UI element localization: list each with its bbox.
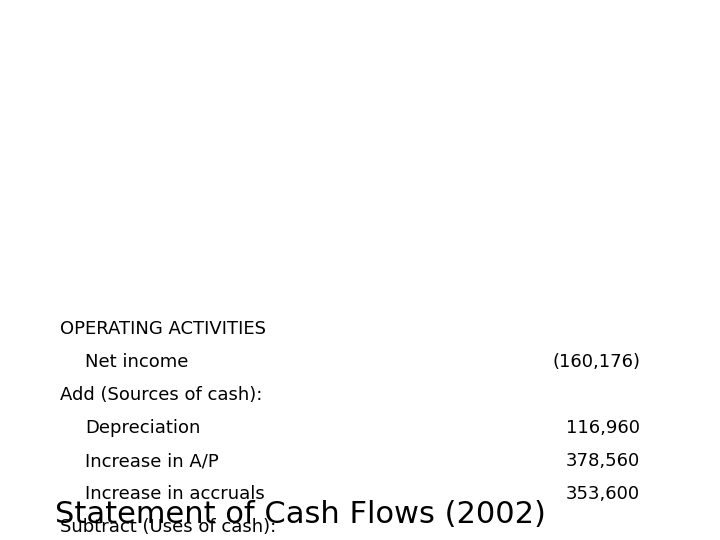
Text: Statement of Cash Flows (2002): Statement of Cash Flows (2002) bbox=[55, 500, 546, 529]
Text: Net income: Net income bbox=[85, 353, 189, 371]
Text: (160,176): (160,176) bbox=[552, 353, 640, 371]
Text: 353,600: 353,600 bbox=[566, 485, 640, 503]
Text: Increase in A/P: Increase in A/P bbox=[85, 452, 219, 470]
Text: Increase in accruals: Increase in accruals bbox=[85, 485, 265, 503]
Text: Depreciation: Depreciation bbox=[85, 419, 200, 437]
Text: Subtract (Uses of cash):: Subtract (Uses of cash): bbox=[60, 518, 276, 536]
Text: 378,560: 378,560 bbox=[566, 452, 640, 470]
Text: 116,960: 116,960 bbox=[566, 419, 640, 437]
Text: OPERATING ACTIVITIES: OPERATING ACTIVITIES bbox=[60, 320, 266, 338]
Text: Add (Sources of cash):: Add (Sources of cash): bbox=[60, 386, 262, 404]
